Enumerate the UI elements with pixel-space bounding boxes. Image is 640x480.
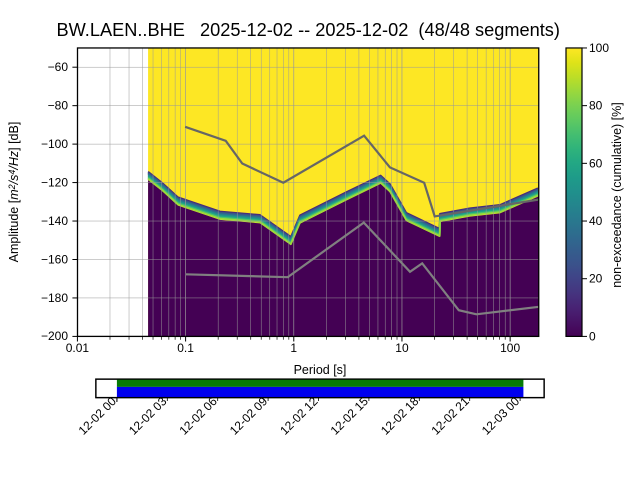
svg-text:0.1: 0.1	[177, 341, 194, 355]
svg-text:0: 0	[589, 329, 596, 343]
svg-text:−120: −120	[41, 176, 68, 190]
svg-text:−160: −160	[41, 252, 68, 266]
svg-text:10: 10	[395, 341, 409, 355]
svg-text:0.01: 0.01	[66, 341, 90, 355]
svg-text:80: 80	[589, 99, 603, 113]
svg-text:−200: −200	[41, 329, 68, 343]
svg-text:−60: −60	[48, 60, 69, 74]
svg-text:100: 100	[589, 41, 609, 55]
svg-text:40: 40	[589, 214, 603, 228]
svg-text:60: 60	[589, 156, 603, 170]
svg-text:non-exceedance (cumulative) [%: non-exceedance (cumulative) [%]	[610, 102, 624, 288]
svg-text:−140: −140	[41, 214, 68, 228]
svg-text:Amplitude [m2/s4/Hz] [dB]: Amplitude [m2/s4/Hz] [dB]	[7, 122, 21, 263]
svg-text:20: 20	[589, 272, 603, 286]
svg-text:−100: −100	[41, 137, 68, 151]
svg-text:1: 1	[290, 341, 297, 355]
svg-text:−180: −180	[41, 291, 68, 305]
svg-text:100: 100	[500, 341, 520, 355]
svg-text:−80: −80	[48, 99, 69, 113]
